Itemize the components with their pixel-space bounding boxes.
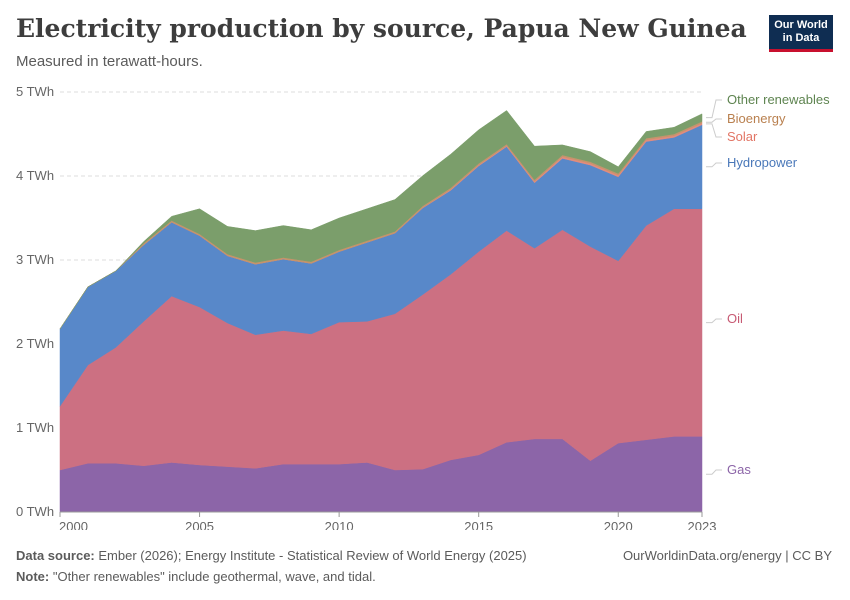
chart-subtitle: Measured in terawatt-hours.: [16, 53, 203, 70]
series-label-connector: [706, 123, 722, 138]
area-series-group: [59, 110, 703, 513]
note-label: Note:: [16, 569, 50, 584]
y-tick-label: 5 TWh: [16, 84, 54, 99]
series-label-connector: [706, 162, 722, 168]
chart-title: Electricity production by source, Papua …: [16, 14, 747, 43]
series-label-hydropower[interactable]: Hydropower: [727, 155, 798, 170]
credit-link[interactable]: OurWorldinData.org/energy | CC BY: [622, 548, 832, 563]
x-tick-label: 2015: [464, 519, 493, 530]
owid-logo[interactable]: Our World in Data: [769, 15, 833, 52]
area-other-renewables[interactable]: [59, 110, 703, 330]
logo-line-2: in Data: [782, 32, 820, 44]
y-tick-label: 0 TWh: [16, 504, 54, 519]
series-label-connector: [706, 99, 722, 119]
x-tick-label: 2005: [185, 519, 214, 530]
x-tick-label: 2000: [59, 519, 88, 530]
note-text: "Other renewables" include geothermal, w…: [52, 569, 376, 584]
y-tick-label: 3 TWh: [16, 252, 54, 267]
data-source-label: Data source:: [16, 548, 95, 563]
series-label-connector: [706, 469, 722, 475]
x-tick-label: 2020: [604, 519, 633, 530]
x-tick-label: 2010: [325, 519, 354, 530]
series-labels: Gas Oil Hydropower Solar Bioenergy Other rene…: [706, 92, 830, 477]
chart-note: Note: "Other renewables" include geother…: [16, 569, 376, 584]
y-tick-label: 2 TWh: [16, 336, 54, 351]
stacked-area-chart: 0 TWh 1 TWh 2 TWh 3 TWh 4 TWh 5 TWh 2000 2005 20…: [16, 84, 830, 530]
series-label-other-renewables[interactable]: Other renewables: [727, 92, 830, 107]
series-label-bioenergy[interactable]: Bioenergy: [727, 111, 786, 126]
data-source-text[interactable]: Ember (2026); Energy Institute - Statist…: [98, 548, 527, 563]
data-source: Data source: Ember (2026); Energy Instit…: [16, 548, 527, 563]
y-tick-label: 4 TWh: [16, 168, 54, 183]
axes: 0 TWh 1 TWh 2 TWh 3 TWh 4 TWh 5 TWh 2000 2005 20…: [16, 84, 716, 530]
series-label-connector: [706, 118, 722, 123]
series-label-oil[interactable]: Oil: [727, 311, 743, 326]
y-tick-label: 1 TWh: [16, 420, 54, 435]
series-label-gas[interactable]: Gas: [727, 462, 751, 477]
x-tick-label: 2023: [688, 519, 717, 530]
series-label-solar[interactable]: Solar: [727, 129, 758, 144]
series-label-connector: [706, 318, 722, 324]
logo-line-1: Our World: [774, 19, 828, 31]
